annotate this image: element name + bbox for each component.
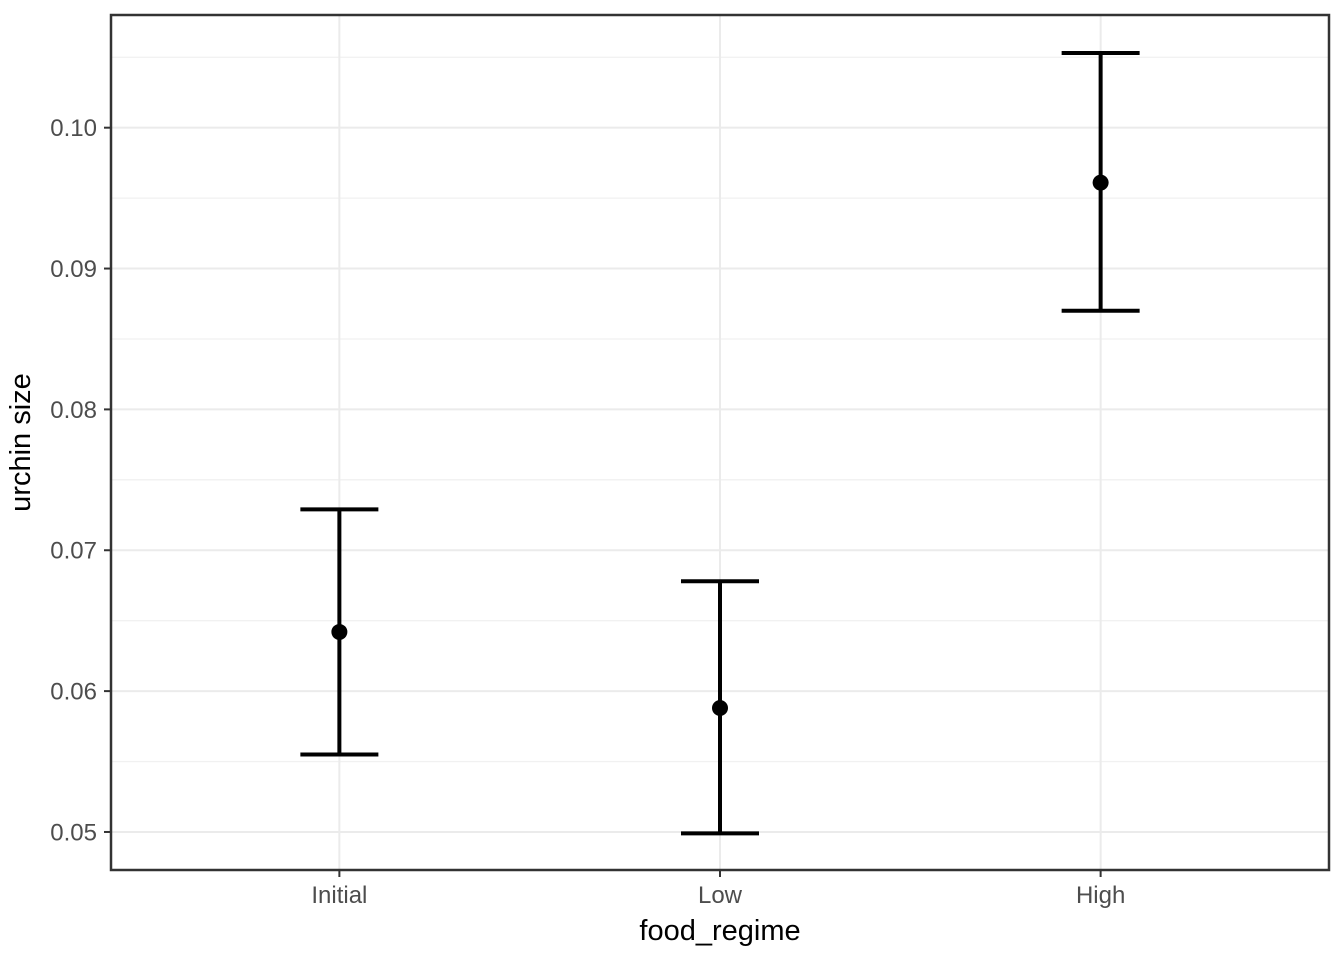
y-tick-label: 0.07: [50, 538, 97, 565]
y-axis-title: urchin size: [5, 373, 37, 512]
y-tick-label: 0.09: [50, 256, 97, 283]
x-tick-label: High: [1076, 882, 1125, 909]
x-tick-label: Initial: [311, 882, 367, 909]
data-point: [712, 700, 728, 717]
x-axis-title: food_regime: [639, 915, 800, 947]
data-point: [331, 623, 348, 640]
y-tick-label: 0.06: [50, 679, 97, 706]
axis-labels: 0.05 0.06 0.07 0.08 0.09 0.10 Initial Low High: [50, 115, 1125, 909]
errorbar-low: [681, 579, 759, 836]
grid-major: [111, 15, 1329, 870]
data-point: [1092, 174, 1109, 191]
y-tick-label: 0.08: [50, 397, 97, 424]
errorbar-initial: [300, 507, 379, 757]
y-tick-label: 0.05: [50, 819, 97, 846]
axis-ticks: [104, 126, 1102, 877]
y-tick-label: 0.10: [50, 115, 97, 142]
data-layer: [300, 51, 1140, 836]
errorbar-high: [1061, 51, 1140, 313]
x-tick-label: Low: [698, 882, 743, 909]
